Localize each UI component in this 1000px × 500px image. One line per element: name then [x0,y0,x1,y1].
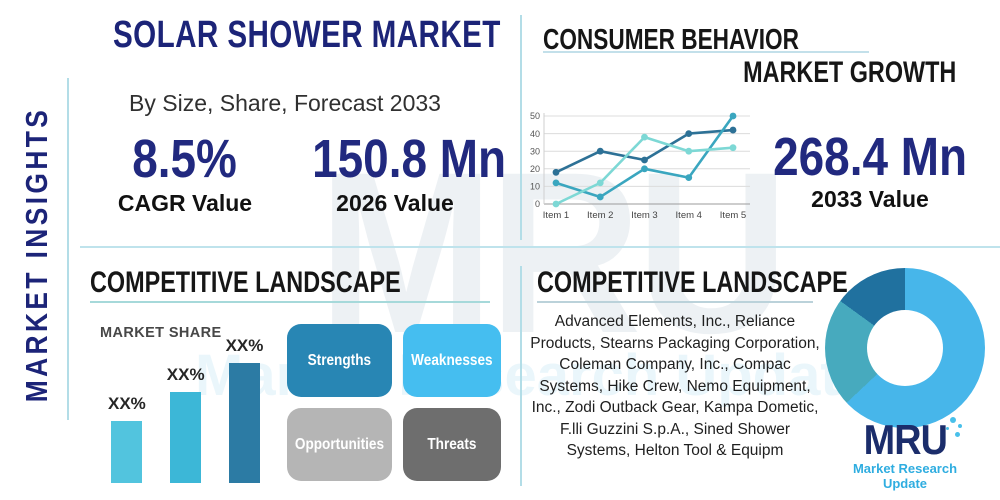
market-share-title: MARKET SHARE [100,325,222,341]
bar-column: XX% [225,336,264,483]
swot-box-label: Opportunities [294,435,385,453]
sidebar-vertical-title: MARKET INSIGHTS [19,106,54,403]
svg-text:50: 50 [530,111,540,121]
sparkle-icon [955,432,960,437]
section-title-competitive-landscape-left: COMPETITIVE LANDSCAPE [90,266,401,299]
svg-text:0: 0 [535,199,540,209]
cagr-label: CAGR Value [117,190,253,216]
bar-data-label: XX% [166,364,205,384]
svg-text:Item 3: Item 3 [631,210,657,221]
bar-column: XX% [108,394,146,483]
center-divider-top [520,15,522,240]
bar [228,363,260,483]
sidebar-divider [67,78,69,420]
sparkle-icon [950,417,956,423]
swot-box-threats: Threats [402,408,501,481]
svg-text:Item 5: Item 5 [720,210,746,221]
background-watermark-mru: MRU [318,124,789,381]
swot-box-opportunities: Opportunities [287,408,392,481]
competitive-left-underline [90,301,490,303]
value-2026: 150.8 Mn [312,129,507,189]
horizontal-divider [80,246,1000,248]
consumer-behavior-line-chart: 0 10 20 30 40 50 Item 1 Item 2 Item 3 Item 4 Item … [530,111,750,221]
svg-text:40: 40 [530,129,540,139]
bar [170,391,202,483]
svg-text:Item 1: Item 1 [543,210,569,221]
swot-box-strengths: Strengths [287,324,392,397]
page-title: SOLAR SHOWER MARKET [113,14,501,56]
competitive-right-underline [537,301,813,303]
svg-text:10: 10 [530,182,540,192]
center-divider-bottom [520,266,522,486]
svg-text:Item 4: Item 4 [676,210,702,221]
company-list: Advanced Elements, Inc., Reliance Produc… [530,313,820,459]
swot-box-weaknesses: Weaknesses [402,324,501,397]
brand-logo-tagline: Market Research Update [852,461,958,491]
svg-text:20: 20 [530,164,540,174]
brand-logo-text: MRU [863,416,947,463]
value-2033: 268.4 Mn [773,127,967,187]
brand-logo: MRU Market Research Update [830,416,980,492]
section-title-competitive-landscape-right: COMPETITIVE LANDSCAPE [537,266,848,299]
consumer-behavior-underline [543,51,869,53]
label-2033: 2033 Value [811,186,929,212]
section-title-consumer-behavior: CONSUMER BEHAVIOR [543,24,799,56]
page-subtitle: By Size, Share, Forecast 2033 [129,90,441,116]
label-2026: 2026 Value [336,190,454,216]
bar-column: XX% [167,365,205,483]
swot-box-label: Threats [427,435,477,453]
bar-data-label: XX% [225,336,264,355]
market-share-bar-chart: XX% XX% XX% [108,336,263,483]
sparkle-icon [958,424,962,428]
svg-text:30: 30 [530,146,540,156]
swot-box-label: Strengths [307,351,372,369]
section-title-market-growth: MARKET GROWTH [742,56,956,89]
swot-grid: Strengths Weaknesses Opportunities Threats [287,324,501,481]
cagr-value: 8.5% [132,129,238,189]
sparkle-icon [946,427,949,430]
bar [111,420,143,483]
swot-box-label: Weaknesses [411,351,493,369]
svg-text:Item 2: Item 2 [587,210,613,221]
bar-data-label: XX% [108,393,146,413]
market-share-donut-chart [825,268,985,428]
